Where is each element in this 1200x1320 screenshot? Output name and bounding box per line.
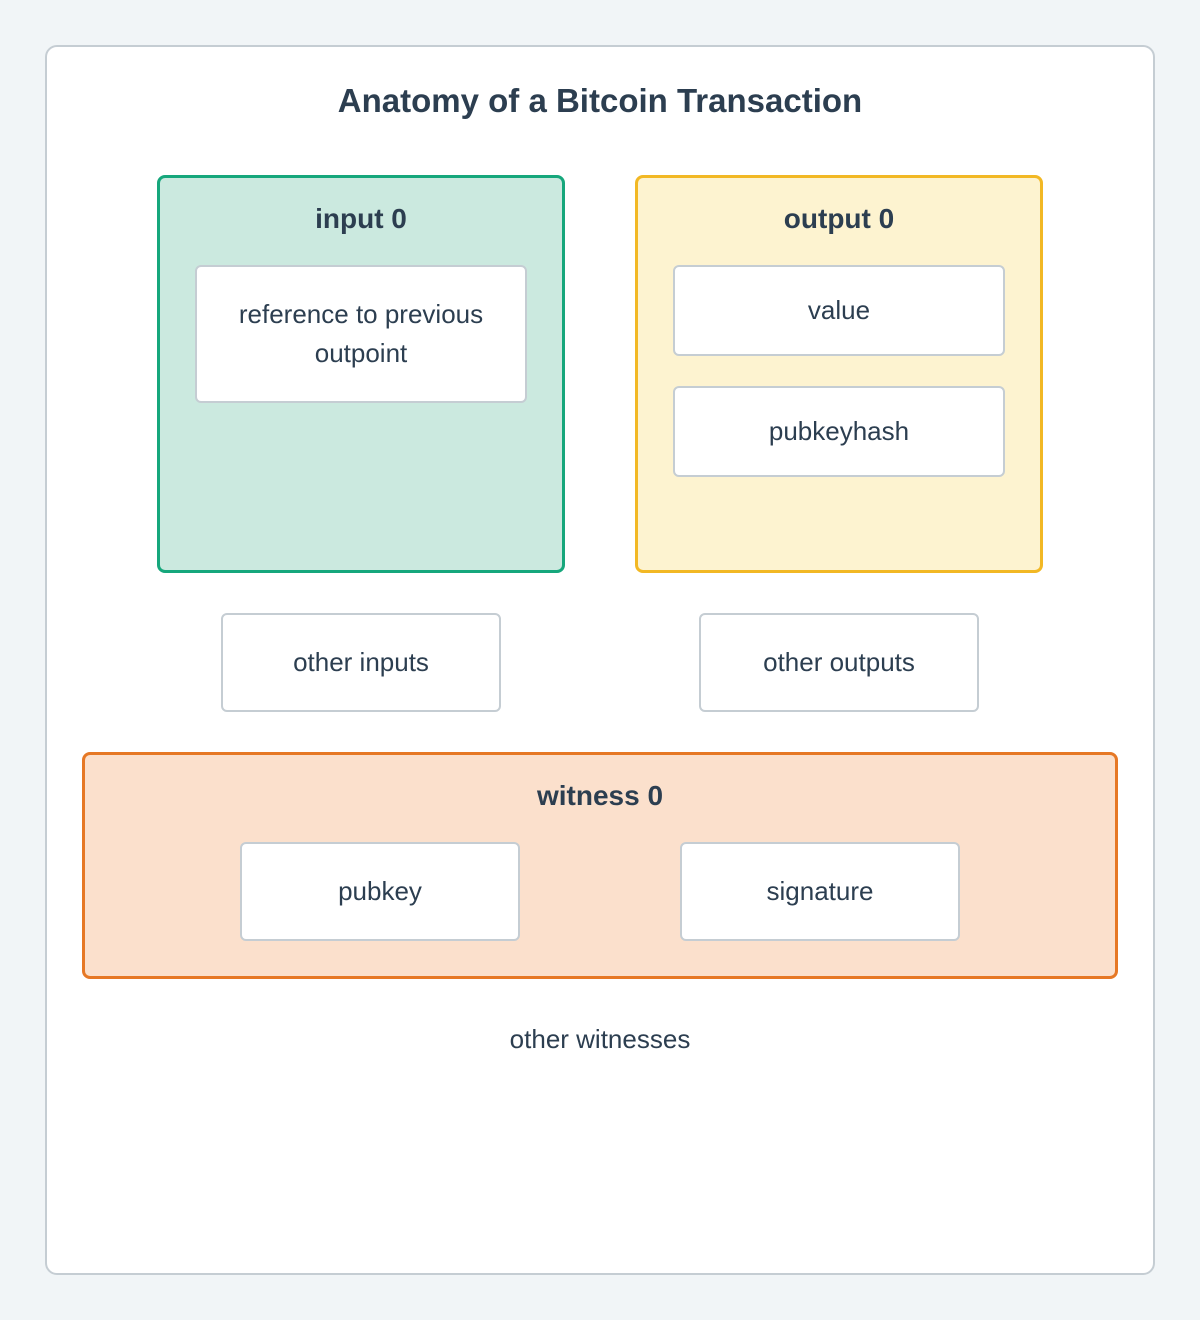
diagram-title: Anatomy of a Bitcoin Transaction <box>82 82 1118 120</box>
witness-group: witness 0 pubkey signature <box>82 752 1118 979</box>
other-inputs-box: other inputs <box>221 613 501 712</box>
witness-items-row: pubkey signature <box>120 842 1080 941</box>
output-item-pubkeyhash: pubkeyhash <box>673 386 1005 477</box>
other-outputs-box: other outputs <box>699 613 979 712</box>
output-group-title: output 0 <box>784 203 894 235</box>
other-inputs-col: other inputs <box>157 613 565 712</box>
output-item-value: value <box>673 265 1005 356</box>
input-group: input 0 reference to previous outpoint <box>157 175 565 573</box>
input-item-outpoint: reference to previous outpoint <box>195 265 527 403</box>
other-outputs-col: other outputs <box>635 613 1043 712</box>
output-items: value pubkeyhash <box>673 265 1005 477</box>
other-witnesses-label: other witnesses <box>82 1004 1118 1065</box>
input-group-title: input 0 <box>315 203 407 235</box>
witness-group-title: witness 0 <box>537 780 663 812</box>
transaction-diagram: Anatomy of a Bitcoin Transaction input 0… <box>45 45 1155 1275</box>
other-io-row: other inputs other outputs <box>82 613 1118 712</box>
witness-item-signature: signature <box>680 842 960 941</box>
inputs-outputs-row: input 0 reference to previous outpoint o… <box>82 175 1118 573</box>
witness-item-pubkey: pubkey <box>240 842 520 941</box>
output-group: output 0 value pubkeyhash <box>635 175 1043 573</box>
